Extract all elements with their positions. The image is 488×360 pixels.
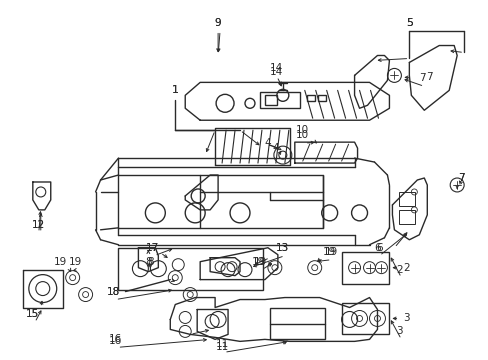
Text: 9: 9 bbox=[214, 18, 221, 28]
Text: 2: 2 bbox=[402, 263, 409, 273]
Text: 11: 11 bbox=[215, 342, 228, 352]
Bar bbox=[260, 92, 299, 108]
Text: 19: 19 bbox=[253, 257, 266, 267]
Text: 1: 1 bbox=[171, 85, 179, 95]
Text: 12: 12 bbox=[32, 220, 45, 230]
Bar bbox=[269, 307, 324, 339]
Text: 19: 19 bbox=[325, 247, 338, 257]
Bar bbox=[118, 175, 322, 228]
Text: 19: 19 bbox=[69, 257, 82, 267]
Text: 15: 15 bbox=[26, 310, 40, 319]
Text: 3: 3 bbox=[402, 314, 409, 324]
Bar bbox=[306, 95, 314, 101]
Text: 7: 7 bbox=[457, 173, 464, 183]
Text: 2: 2 bbox=[395, 265, 402, 275]
Text: 17: 17 bbox=[145, 243, 159, 253]
Text: 7: 7 bbox=[457, 173, 464, 183]
Text: 13: 13 bbox=[276, 243, 289, 253]
Text: 9: 9 bbox=[214, 18, 221, 28]
Text: 16: 16 bbox=[109, 334, 122, 345]
Bar bbox=[341, 302, 388, 334]
Text: 12: 12 bbox=[32, 220, 45, 230]
Bar bbox=[317, 95, 325, 101]
Bar bbox=[399, 210, 414, 224]
Text: 7: 7 bbox=[425, 72, 432, 82]
Text: 13: 13 bbox=[276, 243, 289, 253]
Text: 16: 16 bbox=[109, 336, 122, 346]
Text: 1: 1 bbox=[171, 85, 179, 95]
Text: 18: 18 bbox=[107, 287, 120, 297]
Bar bbox=[399, 192, 414, 206]
Text: 11: 11 bbox=[215, 339, 228, 349]
Text: 4: 4 bbox=[264, 138, 271, 148]
Text: 5: 5 bbox=[405, 18, 412, 28]
Text: 10: 10 bbox=[296, 130, 309, 140]
Text: 14: 14 bbox=[270, 67, 283, 77]
Text: 19: 19 bbox=[251, 257, 264, 267]
Text: 3: 3 bbox=[395, 327, 402, 336]
Text: 8: 8 bbox=[147, 257, 153, 267]
Text: 5: 5 bbox=[405, 18, 412, 28]
Text: 18: 18 bbox=[107, 287, 120, 297]
Text: 17: 17 bbox=[145, 243, 159, 253]
Text: 4: 4 bbox=[272, 143, 279, 153]
Text: 10: 10 bbox=[296, 125, 309, 135]
Text: 14: 14 bbox=[270, 63, 283, 73]
Bar bbox=[341, 252, 388, 284]
Bar bbox=[118, 248, 263, 289]
Text: 15: 15 bbox=[26, 310, 40, 319]
Text: 6: 6 bbox=[373, 243, 380, 253]
Text: 7: 7 bbox=[418, 73, 425, 84]
Text: 6: 6 bbox=[375, 243, 382, 253]
Text: 19: 19 bbox=[323, 247, 336, 257]
Bar bbox=[264, 95, 276, 105]
Text: 8: 8 bbox=[145, 257, 151, 267]
Text: 19: 19 bbox=[54, 257, 67, 267]
